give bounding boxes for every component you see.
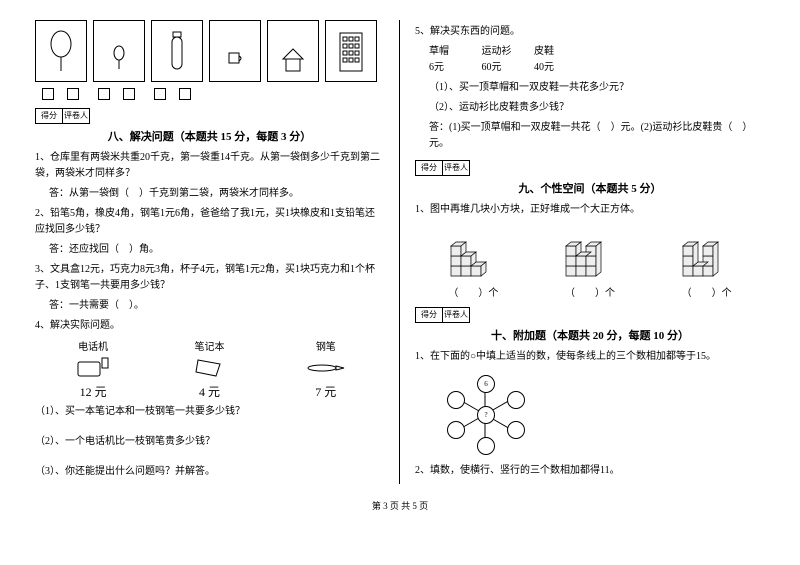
score-label: 得分 bbox=[35, 108, 63, 124]
checkbox[interactable] bbox=[98, 88, 110, 100]
product-row: 电话机 12 元 笔记本 4 元 钢笔 7 元 bbox=[35, 338, 384, 400]
page-footer: 第 3 页 共 5 页 bbox=[20, 499, 780, 512]
cube-blank: （ ）个 bbox=[672, 284, 742, 299]
item-hat: 草帽 bbox=[429, 44, 479, 60]
cube-row: （ ）个 （ ）个 bbox=[415, 224, 765, 299]
score-label: 得分 bbox=[415, 160, 443, 176]
notebook-icon bbox=[189, 355, 229, 381]
q8-4: 4、解决实际问题。 bbox=[35, 318, 384, 334]
product-price: 7 元 bbox=[306, 383, 346, 400]
q10-1: 1、在下面的○中填上适当的数，使每条线上的三个数相加都等于15。 bbox=[415, 349, 765, 365]
checkbox[interactable] bbox=[42, 88, 54, 100]
price-shoes: 40元 bbox=[534, 60, 584, 76]
product-name: 钢笔 bbox=[306, 338, 346, 353]
q8-2: 2、铅笔5角，橡皮4角，钢笔1元6角，爸爸给了我1元，买1块橡皮和1支铅笔还应找… bbox=[35, 206, 384, 238]
checkbox[interactable] bbox=[123, 88, 135, 100]
checkbox[interactable] bbox=[67, 88, 79, 100]
sapling-icon bbox=[109, 31, 129, 71]
compare-images-row bbox=[35, 20, 384, 82]
cube-figure-icon bbox=[438, 224, 508, 284]
grader-label: 评卷人 bbox=[443, 307, 470, 323]
grader-label: 评卷人 bbox=[63, 108, 90, 124]
pair-house bbox=[267, 20, 319, 82]
node bbox=[447, 421, 465, 439]
page: 得分 评卷人 八、解决问题（本题共 15 分，每题 3 分） 1、仓库里有两袋米… bbox=[20, 20, 780, 484]
cube-2: （ ）个 bbox=[555, 224, 625, 299]
house-icon bbox=[278, 29, 308, 74]
item-shirt: 运动衫 bbox=[482, 44, 532, 60]
q8-3-ans: 答：一共需要（ ）。 bbox=[49, 298, 384, 314]
cube-blank: （ ）个 bbox=[438, 284, 508, 299]
thermos-icon bbox=[167, 29, 187, 74]
q8-4-2: （2）、一个电话机比一枝钢笔贵多少钱？ bbox=[35, 434, 384, 450]
q8-2-ans: 答：还应找回（ ）角。 bbox=[49, 242, 384, 258]
node bbox=[447, 391, 465, 409]
pair-cup bbox=[209, 20, 261, 82]
cup-icon bbox=[223, 31, 247, 71]
grader-label: 评卷人 bbox=[443, 160, 470, 176]
phone-icon bbox=[73, 355, 113, 381]
tree-icon bbox=[46, 29, 76, 74]
q9-1: 1、图中再堆几块小方块，正好堆成一个大正方体。 bbox=[415, 202, 765, 218]
cube-3: （ ）个 bbox=[672, 224, 742, 299]
q8-1: 1、仓库里有两袋米共重20千克，第一袋重14千克。从第一袋倒多少千克到第二袋，两… bbox=[35, 150, 384, 182]
pair-tree-small bbox=[93, 20, 145, 82]
building-icon bbox=[336, 27, 366, 75]
q10-2: 2、填数，使横行、竖行的三个数相加都得11。 bbox=[415, 463, 765, 479]
price-shirt: 60元 bbox=[482, 60, 532, 76]
q5-items: 草帽 运动衫 皮鞋 6元 60元 40元 bbox=[429, 44, 765, 76]
cube-figure-icon bbox=[672, 224, 742, 284]
right-column: 5、解决买东西的问题。 草帽 运动衫 皮鞋 6元 60元 40元 （1）、买一顶… bbox=[400, 20, 780, 484]
pair-thermos bbox=[151, 20, 203, 82]
q5-1: （1）、买一顶草帽和一双皮鞋一共花多少元？ bbox=[429, 80, 765, 96]
q5: 5、解决买东西的问题。 bbox=[415, 24, 765, 40]
node bbox=[507, 391, 525, 409]
product-notebook: 笔记本 4 元 bbox=[189, 338, 229, 400]
product-phone: 电话机 12 元 bbox=[73, 338, 113, 400]
cube-blank: （ ）个 bbox=[555, 284, 625, 299]
cube-1: （ ）个 bbox=[438, 224, 508, 299]
checkbox-row bbox=[35, 88, 384, 100]
score-box-10: 得分 评卷人 bbox=[415, 307, 765, 323]
item-shoes: 皮鞋 bbox=[534, 44, 584, 60]
product-name: 笔记本 bbox=[189, 338, 229, 353]
q5-ans: 答：(1)买一顶草帽和一双皮鞋一共花（ ）元。(2)运动衫比皮鞋贵（ ）元。 bbox=[429, 120, 765, 152]
node-top: 6 bbox=[477, 375, 495, 393]
section-10-title: 十、附加题（本题共 20 分，每题 10 分） bbox=[415, 327, 765, 343]
node bbox=[477, 437, 495, 455]
circle-diagram: ? 6 bbox=[435, 369, 535, 459]
node bbox=[507, 421, 525, 439]
score-box-8: 得分 评卷人 bbox=[35, 108, 384, 124]
q8-1-ans: 答：从第一袋倒（ ）千克到第二袋，两袋米才同样多。 bbox=[49, 186, 384, 202]
q8-3: 3、文具盒12元，巧克力8元3角，杯子4元，钢笔1元2角，买1块巧克力和1个杯子… bbox=[35, 262, 384, 294]
section-9-title: 九、个性空间（本题共 5 分） bbox=[415, 180, 765, 196]
score-box-9: 得分 评卷人 bbox=[415, 160, 765, 176]
q8-4-1: （1）、买一本笔记本和一枝钢笔一共要多少钱？ bbox=[35, 404, 384, 420]
product-price: 4 元 bbox=[189, 383, 229, 400]
product-price: 12 元 bbox=[73, 383, 113, 400]
pen-icon bbox=[306, 355, 346, 381]
q5-2: （2）、运动衫比皮鞋贵多少钱？ bbox=[429, 100, 765, 116]
node-center: ? bbox=[477, 406, 495, 424]
pair-tree-big bbox=[35, 20, 87, 82]
cube-figure-icon bbox=[555, 224, 625, 284]
section-8-title: 八、解决问题（本题共 15 分，每题 3 分） bbox=[35, 128, 384, 144]
price-hat: 6元 bbox=[429, 60, 479, 76]
checkbox[interactable] bbox=[154, 88, 166, 100]
q8-4-3: （3）、你还能提出什么问题吗？并解答。 bbox=[35, 464, 384, 480]
score-label: 得分 bbox=[415, 307, 443, 323]
left-column: 得分 评卷人 八、解决问题（本题共 15 分，每题 3 分） 1、仓库里有两袋米… bbox=[20, 20, 400, 484]
product-name: 电话机 bbox=[73, 338, 113, 353]
pair-building bbox=[325, 20, 377, 82]
checkbox[interactable] bbox=[179, 88, 191, 100]
product-pen: 钢笔 7 元 bbox=[306, 338, 346, 400]
